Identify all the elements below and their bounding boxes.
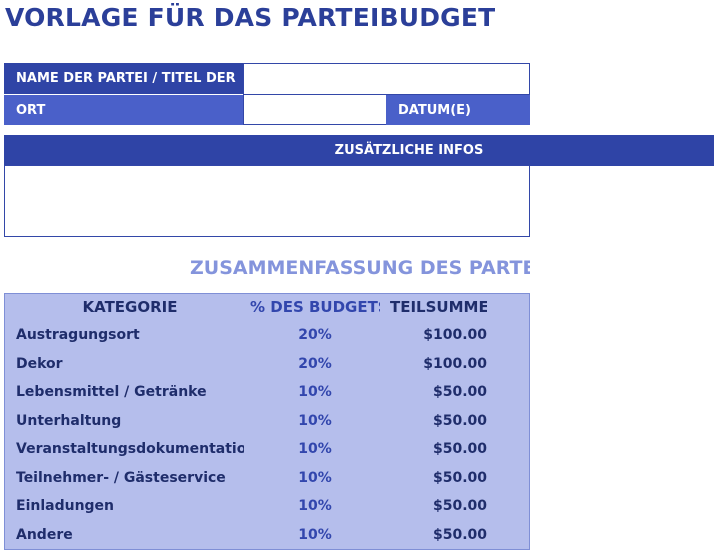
budget-table [4, 293, 530, 550]
info-input[interactable] [4, 165, 530, 237]
name-label: NAME DER PARTEI / TITEL DER [4, 63, 243, 94]
date-label: DATUM(E) [386, 95, 530, 125]
table-cell: $50.00 [432, 469, 487, 486]
summary-title: ZUSAMMENFASSUNG DES PARTEI [190, 257, 530, 279]
table-cell: 10% [298, 469, 332, 486]
table-cell: Austragungsort [16, 327, 140, 343]
table-cell: 10% [298, 498, 332, 514]
name-input[interactable] [243, 63, 530, 95]
table-cell: Veranstaltungsdokumentation [16, 441, 244, 457]
column-header: KATEGORIE [82, 298, 178, 316]
table-cell: Lebensmittel / Getränke [16, 384, 207, 400]
table-cell: Teilnehmer- / Gästeservice [16, 469, 226, 486]
column-header: TEILSUMMEN [390, 298, 487, 316]
table-cell: Unterhaltung [16, 412, 122, 429]
table-cell: Einladungen [16, 498, 115, 514]
info-label: ZUSÄTZLICHE INFOS [4, 135, 714, 166]
table-cell: Andere [16, 526, 73, 543]
table-cell: 10% [298, 526, 332, 543]
table-cell: $50.00 [432, 498, 487, 514]
table-cell: 10% [298, 384, 332, 400]
place-input[interactable] [243, 94, 387, 125]
table-cell: $50.00 [432, 412, 487, 429]
table-cell: $100.00 [423, 327, 487, 343]
table-cell: $50.00 [432, 441, 487, 457]
table-cell: $50.00 [432, 526, 487, 543]
table-cell: 20% [298, 327, 332, 343]
table-cell: Dekor [16, 355, 63, 372]
place-label: ORT [4, 95, 243, 125]
table-cell: $50.00 [432, 384, 487, 400]
table-cell: $100.00 [423, 355, 487, 372]
column-header: % DES BUDGETS [250, 298, 380, 316]
table-cell: 20% [298, 355, 332, 372]
table-cell: 10% [298, 441, 332, 457]
table-cell: 10% [298, 412, 332, 429]
page-title: VORLAGE FÜR DAS PARTEIBUDGET [5, 3, 496, 32]
